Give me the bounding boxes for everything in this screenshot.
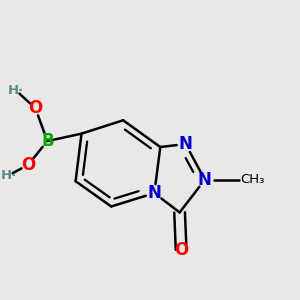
- Text: N: N: [147, 184, 161, 202]
- Text: O: O: [174, 241, 188, 259]
- Text: H·: H·: [8, 84, 24, 97]
- Text: O: O: [21, 156, 35, 174]
- Text: H·: H·: [1, 169, 17, 182]
- Text: B: B: [41, 132, 54, 150]
- Text: O: O: [28, 99, 43, 117]
- Text: N: N: [198, 171, 212, 189]
- Text: CH₃: CH₃: [240, 173, 264, 186]
- Text: N: N: [178, 135, 193, 153]
